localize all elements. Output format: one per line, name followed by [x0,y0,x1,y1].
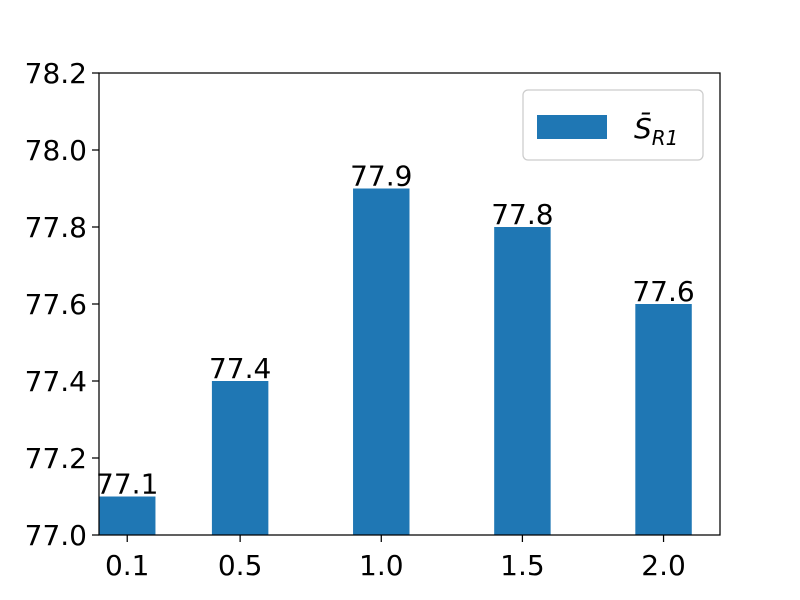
bar-0.1 [99,496,156,535]
y-tick-label: 77.0 [25,519,87,552]
y-tick-label: 78.2 [25,57,87,90]
plot-frame [98,72,721,536]
legend-swatch [537,115,607,139]
legend: S̄R1 [522,89,704,161]
data-labels-group: 77.1 77.4 77.9 77.8 77.6 [96,160,695,501]
data-label-2.0: 77.6 [632,275,694,308]
legend-box [522,89,704,161]
data-label-1.5: 77.8 [491,198,553,231]
data-label-1.0: 77.9 [350,160,412,193]
data-label-0.5: 77.4 [209,352,271,385]
x-tick-label: 1.5 [500,549,545,582]
data-label-0.1: 77.1 [96,468,158,501]
bar-1.5 [494,227,551,535]
bar-2.0 [635,304,692,535]
legend-label: S̄R1 [634,111,678,150]
x-tick-label: 0.1 [105,549,150,582]
y-tick-label: 77.2 [25,442,87,475]
x-axis: 0.1 0.5 1.0 1.5 2.0 [105,535,686,582]
x-tick-label: 0.5 [218,549,263,582]
y-tick-label: 77.4 [25,365,87,398]
legend-label-subscript: R1 [652,126,679,150]
y-axis: 77.0 77.2 77.4 77.6 77.8 78.0 78.2 [25,57,99,552]
bars-group [99,188,692,535]
bar-0.5 [211,381,269,535]
y-tick-label: 77.8 [25,211,87,244]
legend-label-symbol: S̄ [634,111,652,145]
y-tick-label: 78.0 [25,134,87,167]
y-tick-label: 77.6 [25,288,87,321]
x-tick-label: 1.0 [359,549,404,582]
x-tick-label: 2.0 [641,549,686,582]
bar-1.0 [353,188,410,535]
